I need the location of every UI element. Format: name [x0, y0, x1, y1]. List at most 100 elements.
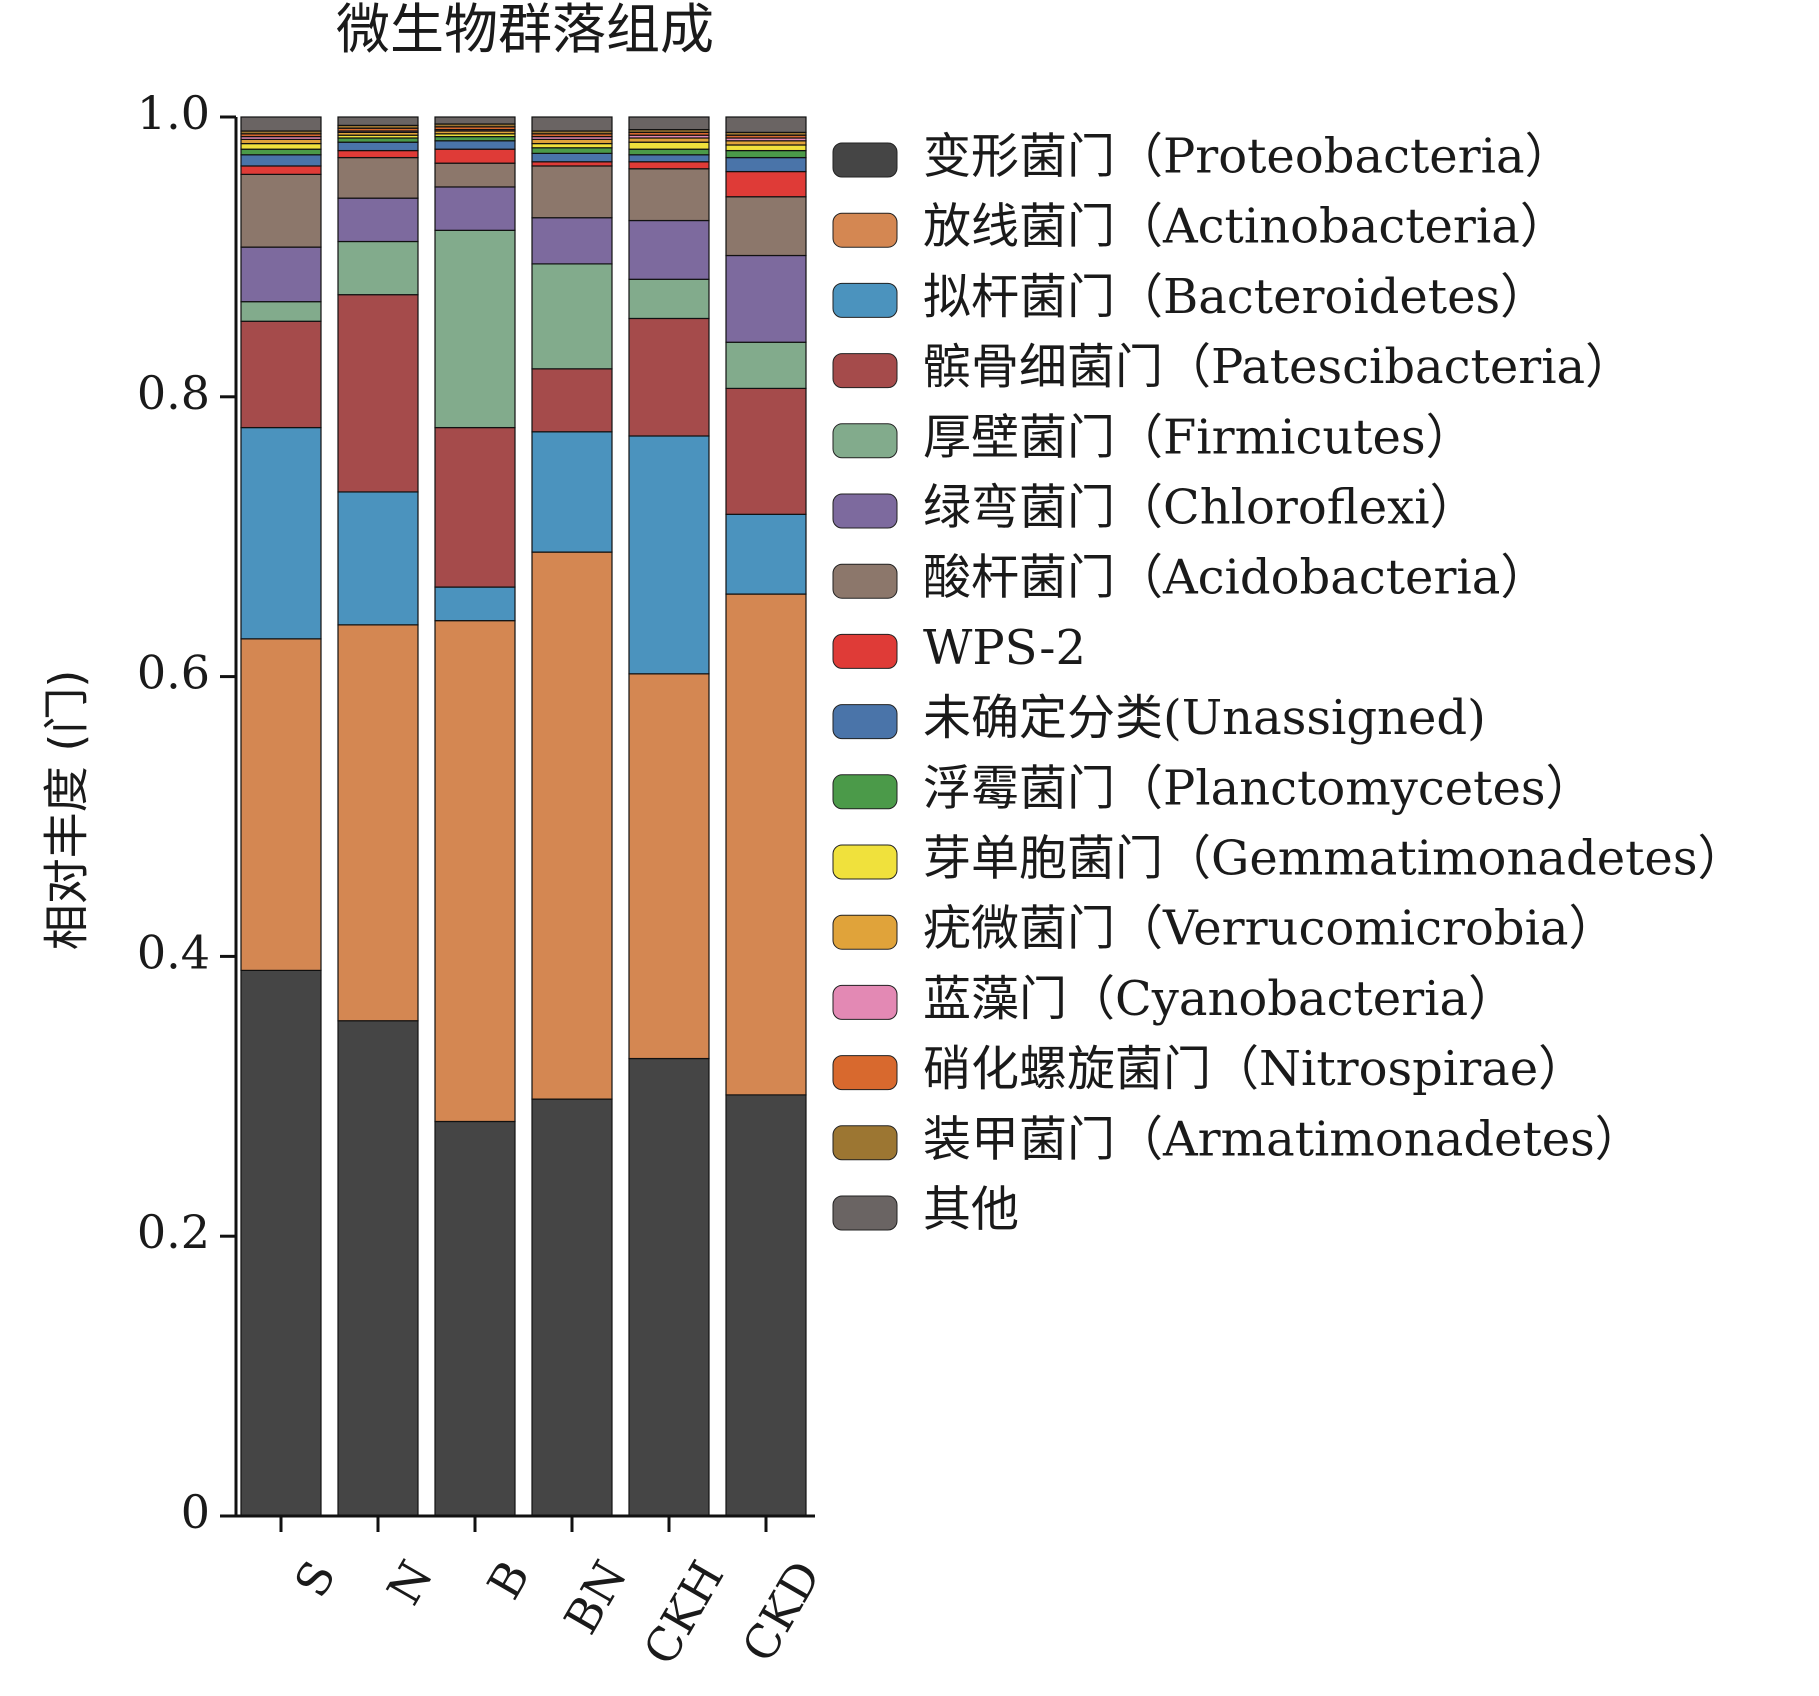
bar-segment-ckd-s8	[725, 156, 807, 173]
bar-segment-ckd-s15	[725, 116, 807, 133]
bars-layer	[240, 116, 807, 1517]
bar-segment-bn-s11	[531, 138, 613, 145]
bar-segment-b-s15	[434, 116, 516, 125]
bar-segment-s-s2	[240, 426, 322, 640]
bar-segment-bn-s5	[531, 217, 613, 265]
bar-segment-ckd-s9	[725, 149, 807, 159]
bar-segment-b-s2	[434, 586, 516, 622]
bar-segment-s-s10	[240, 142, 322, 150]
legend-item: WPS-2	[832, 620, 1086, 676]
bar-stack-bn	[531, 116, 613, 1517]
y-axis-label: 相对丰度 (门)	[40, 670, 94, 951]
legend-item: 厚壁菌门（Firmicutes）	[832, 409, 1474, 465]
bar-segment-ckh-s11	[628, 137, 710, 143]
bar-segment-s-s6	[240, 173, 322, 248]
legend-label: 厚壁菌门（Firmicutes）	[923, 409, 1474, 465]
legend-swatch	[832, 1125, 898, 1161]
bar-segment-b-s7	[434, 148, 516, 164]
legend-item: 拟杆菌门（Bacteroidetes）	[832, 269, 1548, 325]
bar-segment-ckd-s6	[725, 196, 807, 257]
bar-segment-s-s9	[240, 148, 322, 156]
y-tick-label: 0.6	[137, 646, 210, 700]
legend: 变形菌门（Proteobacteria） 放线菌门（Actinobacteria）…	[832, 129, 1745, 1238]
legend-label: 放线菌门（Actinobacteria）	[923, 199, 1568, 255]
y-tick-label: 1.0	[137, 86, 210, 140]
legend-label: 绿弯菌门（Chloroflexi）	[923, 480, 1478, 536]
legend-label: 装甲菌门（Armatimonadetes）	[923, 1111, 1643, 1167]
bar-stack-ckh	[628, 116, 710, 1517]
bar-segment-s-s15	[240, 116, 322, 132]
bar-segment-s-s8	[240, 154, 322, 167]
legend-item: 疣微菌门（Verrucomicrobia）	[832, 901, 1617, 957]
legend-label: 变形菌门（Proteobacteria）	[923, 129, 1573, 185]
legend-swatch	[832, 984, 898, 1020]
legend-item: 放线菌门（Actinobacteria）	[832, 199, 1568, 255]
legend-label: 未确定分类(Unassigned)	[923, 690, 1486, 746]
bar-segment-s-s5	[240, 246, 322, 303]
bar-segment-s-s7	[240, 165, 322, 175]
bar-segment-ckh-s7	[628, 161, 710, 170]
legend-swatch	[832, 282, 898, 318]
bar-segment-ckd-s10	[725, 144, 807, 152]
legend-item: 蓝藻门（Cyanobacteria）	[832, 971, 1516, 1027]
bar-stack-n	[337, 116, 419, 1517]
bar-segment-n-s9	[337, 137, 419, 143]
legend-item: 变形菌门（Proteobacteria）	[832, 129, 1573, 185]
bar-segment-bn-s8	[531, 152, 613, 163]
legend-item: 髌骨细菌门（Patescibacteria）	[832, 339, 1633, 395]
bar-segment-ckd-s1	[725, 593, 807, 1096]
legend-item: 绿弯菌门（Chloroflexi）	[832, 480, 1478, 536]
bar-segment-ckh-s0	[628, 1057, 710, 1517]
bar-segment-bn-s15	[531, 116, 613, 132]
bar-segment-s-s11	[240, 138, 322, 145]
x-tick-label: CKH	[633, 1552, 735, 1674]
bar-segment-bn-s9	[531, 147, 613, 154]
y-tick-label: 0.8	[137, 366, 210, 420]
bar-segment-n-s3	[337, 294, 419, 493]
bar-segment-ckd-s4	[725, 341, 807, 390]
legend-swatch	[832, 212, 898, 248]
bar-segment-n-s2	[337, 491, 419, 626]
bar-segment-ckd-s5	[725, 254, 807, 343]
legend-item: 装甲菌门（Armatimonadetes）	[832, 1111, 1643, 1167]
legend-item: 浮霉菌门（Planctomycetes）	[832, 760, 1594, 816]
x-tick-label: B	[477, 1552, 541, 1608]
bar-segment-n-s7	[337, 149, 419, 159]
bar-segment-b-s8	[434, 140, 516, 150]
legend-label: 其他	[923, 1182, 1019, 1238]
x-tick-label: CKD	[731, 1552, 831, 1671]
legend-swatch	[832, 353, 898, 389]
bar-segment-b-s4	[434, 229, 516, 429]
legend-item: 芽单胞菌门（Gemmatimonadetes）	[832, 831, 1745, 887]
bar-segment-ckd-s3	[725, 387, 807, 515]
bar-segment-s-s3	[240, 320, 322, 429]
bar-segment-bn-s4	[531, 263, 613, 370]
legend-label: WPS-2	[923, 620, 1086, 676]
bar-segment-ckh-s3	[628, 317, 710, 437]
bar-segment-ckd-s7	[725, 170, 807, 198]
bar-segment-ckd-s2	[725, 513, 807, 595]
legend-swatch	[832, 774, 898, 810]
bar-segment-ckd-s0	[725, 1094, 807, 1517]
legend-item: 硝化螺旋菌门（Nitrospirae）	[832, 1041, 1586, 1097]
legend-swatch	[832, 633, 898, 669]
legend-label: 硝化螺旋菌门（Nitrospirae）	[923, 1041, 1586, 1097]
bar-segment-n-s4	[337, 240, 419, 296]
bar-segment-b-s5	[434, 186, 516, 231]
bar-segment-n-s1	[337, 624, 419, 1022]
bar-segment-n-s8	[337, 141, 419, 152]
bar-segment-ckh-s5	[628, 219, 710, 280]
legend-label: 拟杆菌门（Bacteroidetes）	[923, 269, 1548, 325]
legend-label: 酸杆菌门（Acidobacteria）	[923, 550, 1548, 606]
y-tick-label: 0.2	[137, 1205, 210, 1259]
bar-segment-n-s15	[337, 116, 419, 126]
legend-item: 其他	[832, 1182, 1019, 1238]
bar-segment-ckh-s1	[628, 673, 710, 1060]
bar-segment-n-s6	[337, 156, 419, 199]
legend-item: 未确定分类(Unassigned)	[832, 690, 1486, 746]
bar-segment-bn-s7	[531, 161, 613, 167]
bar-stack-s	[240, 116, 322, 1517]
bar-segment-ckh-s15	[628, 116, 710, 131]
